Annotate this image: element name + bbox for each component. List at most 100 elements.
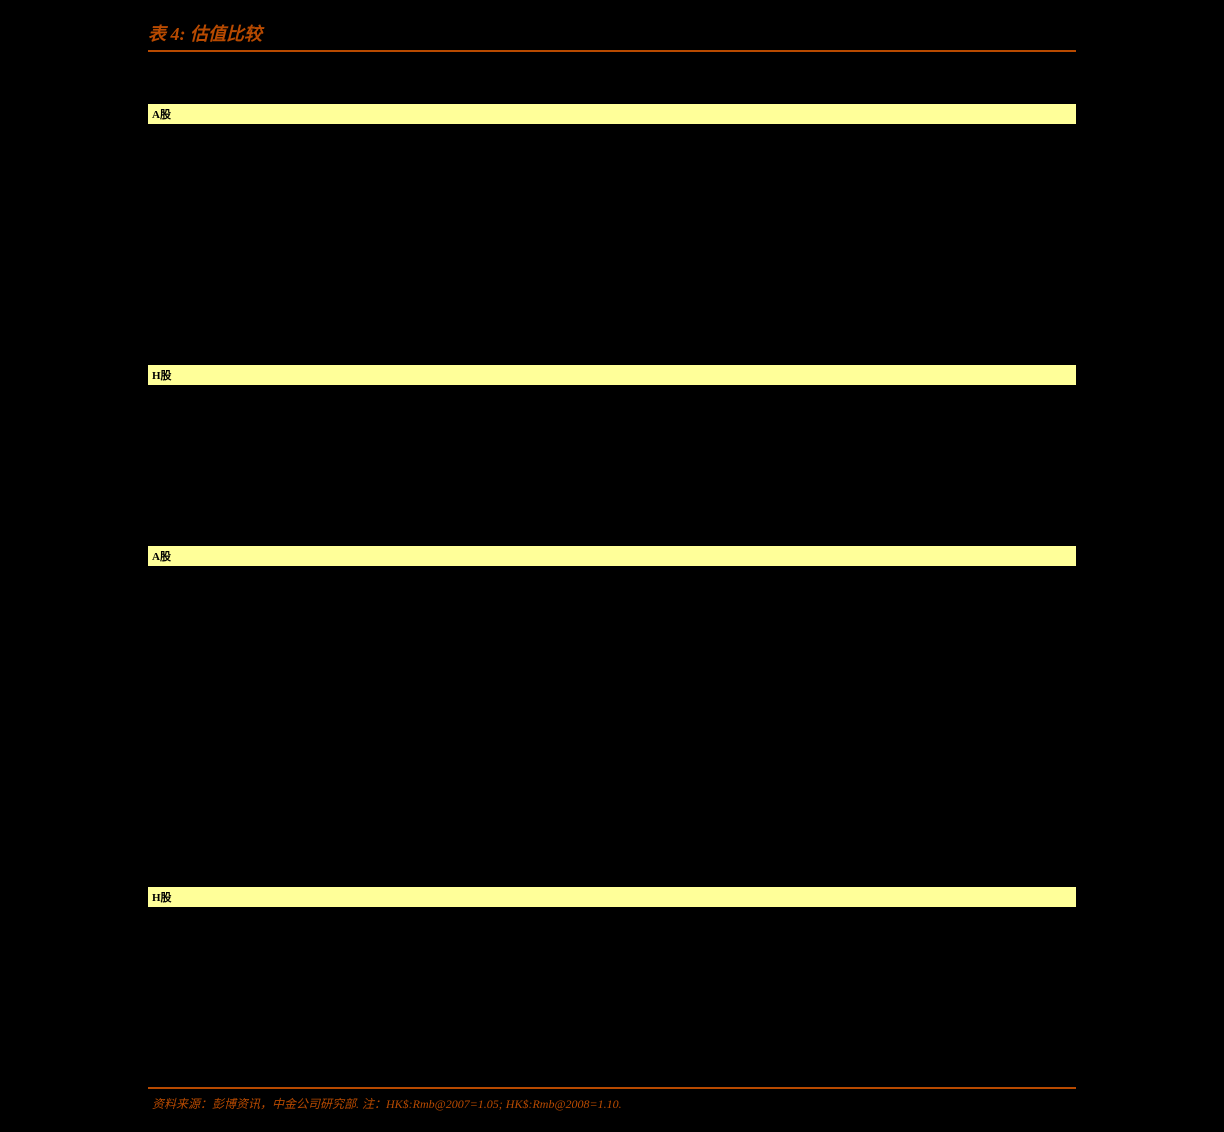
table-cell: — <box>686 646 751 666</box>
table-cell: 24.4 <box>816 987 881 1007</box>
table-cell: 35.7 <box>881 224 946 244</box>
table-cell: 0.45 <box>556 806 621 826</box>
table-cell: 0.76 <box>556 124 621 144</box>
table-cell: — <box>946 907 1011 927</box>
table-cell: — <box>361 927 426 947</box>
table-cell: 9.2 <box>1011 626 1076 646</box>
average-cell <box>686 866 751 887</box>
table-cell: — <box>946 806 1011 826</box>
table-cell: 37.3 <box>751 425 816 445</box>
table-cell: 2.3 <box>1011 465 1076 485</box>
table-row: 中国国贸600007.SH中性18.550.240.270.31—77.368.… <box>148 264 1076 284</box>
table-cell: — <box>491 987 556 1007</box>
table-cell: 深振业 <box>148 304 278 324</box>
table-cell: 9.00 <box>426 907 491 927</box>
table-cell: — <box>946 987 1011 1007</box>
table-row: 深振业000006.SZ审慎推荐12.290.310.550.85—39.622… <box>148 304 1076 324</box>
table-cell: — <box>946 726 1011 746</box>
table-cell: 8.1 <box>1011 164 1076 184</box>
table-cell: 0.19 <box>556 445 621 465</box>
table-cell: 1.01 <box>621 626 686 646</box>
table-cell: 0.42 <box>491 244 556 264</box>
table-cell: 10.5 <box>751 465 816 485</box>
table-cell: 0.52 <box>556 566 621 586</box>
table-cell: 0.36 <box>491 184 556 204</box>
table-cell: 5.4 <box>1011 124 1076 144</box>
table-cell: 27.1 <box>816 967 881 987</box>
table-cell: 7.5 <box>1011 324 1076 344</box>
table-cell: 0.46 <box>491 927 556 947</box>
table-cell: — <box>686 626 751 646</box>
table-cell: 35.9 <box>816 164 881 184</box>
table-cell: — <box>361 766 426 786</box>
table-cell: — <box>361 726 426 746</box>
table-cell: 23.2 <box>751 485 816 505</box>
table-cell: 36.4 <box>751 445 816 465</box>
table-cell: 15.8 <box>881 987 946 1007</box>
table-cell: 中粮地产 <box>148 324 278 344</box>
table-cell: 1.52 <box>621 425 686 445</box>
table-cell: SOHO中国 <box>148 987 278 1007</box>
table-cell: 世茂房地产 <box>148 927 278 947</box>
table-cell: 23.8 <box>881 666 946 686</box>
table-cell: 21.10 <box>426 686 491 706</box>
table-cell: 73.8 <box>751 766 816 786</box>
table-cell: 1.49 <box>556 164 621 184</box>
table-cell: 44.3 <box>816 766 881 786</box>
table-row: 合生创展0754.HK审慎推荐17.300.781.101.30—23.216.… <box>148 485 1076 505</box>
table-cell: 9.09 <box>426 826 491 846</box>
table-cell: 25.4 <box>816 425 881 445</box>
table-cell: 45.7 <box>816 405 881 425</box>
table-cell: 34.1 <box>751 927 816 947</box>
table-cell: 16.5 <box>881 425 946 445</box>
table-cell: 9.1 <box>946 445 1011 465</box>
table-cell: 600067.SH <box>278 284 362 304</box>
average-cell: 54.1 <box>751 1067 816 1088</box>
table-cell: 3.07 <box>686 144 751 164</box>
table-cell: 17.4 <box>946 124 1011 144</box>
table-cell: 25.16 <box>426 726 491 746</box>
average-cell <box>361 525 426 546</box>
table-row: 香江控股600162.SH—7.230.150.310.45—48.223.31… <box>148 606 1076 626</box>
table-cell: 29.1 <box>816 806 881 826</box>
table-cell: 600325.SH <box>278 766 362 786</box>
table-cell: 0.25 <box>491 666 556 686</box>
table-row: 世茂房地产0813.HK—15.120.460.650.88—34.124.11… <box>148 927 1076 947</box>
table-cell: 14.22 <box>426 405 491 425</box>
table-cell: — <box>946 606 1011 626</box>
col-rating: 评级 <box>361 82 426 104</box>
table-row: 张江高科600895.SH—21.100.130.220.31—162.395.… <box>148 686 1076 706</box>
table-cell: 0.37 <box>556 586 621 606</box>
table-cell: — <box>686 224 751 244</box>
table-cell: 0.39 <box>556 786 621 806</box>
table-cell: 0563.HK <box>278 1047 362 1067</box>
table-cell: 栖霞建设 <box>148 586 278 606</box>
table-cell: 雅居乐 <box>148 907 278 927</box>
table-cell: 600162.SH <box>278 606 362 626</box>
table-cell: 北京城建 <box>148 846 278 866</box>
table-cell: 000024.SZ <box>278 164 362 184</box>
table-cell: 0.13 <box>491 686 556 706</box>
table-cell: 11.3 <box>881 786 946 806</box>
average-row: H股简单平均33.823.616.23.1 <box>148 525 1076 546</box>
table-cell: 5.7 <box>1011 425 1076 445</box>
table-row: 华发股份600325.SH—31.000.420.701.17—73.844.3… <box>148 766 1076 786</box>
table-cell: 1.9 <box>1011 445 1076 465</box>
table-cell: 46.0 <box>816 204 881 224</box>
average-cell: 40.8 <box>816 344 881 365</box>
table-cell: 35.8 <box>881 706 946 726</box>
table-cell: 20.2 <box>881 947 946 967</box>
table-cell: — <box>686 204 751 224</box>
table-cell: 4.8 <box>1011 244 1076 264</box>
table-cell: 4.0 <box>1011 907 1076 927</box>
table-cell: — <box>686 1027 751 1047</box>
table-cell: 39.7 <box>816 666 881 686</box>
average-cell <box>361 866 426 887</box>
table-cell: — <box>686 505 751 525</box>
table-cell: 0588.HK <box>278 505 362 525</box>
average-cell: 26.8 <box>816 1067 881 1088</box>
table-cell: 0.73 <box>621 726 686 746</box>
table-cell: 17.42 <box>426 566 491 586</box>
table-cell: — <box>946 646 1011 666</box>
table-cell: 0.39 <box>556 746 621 766</box>
